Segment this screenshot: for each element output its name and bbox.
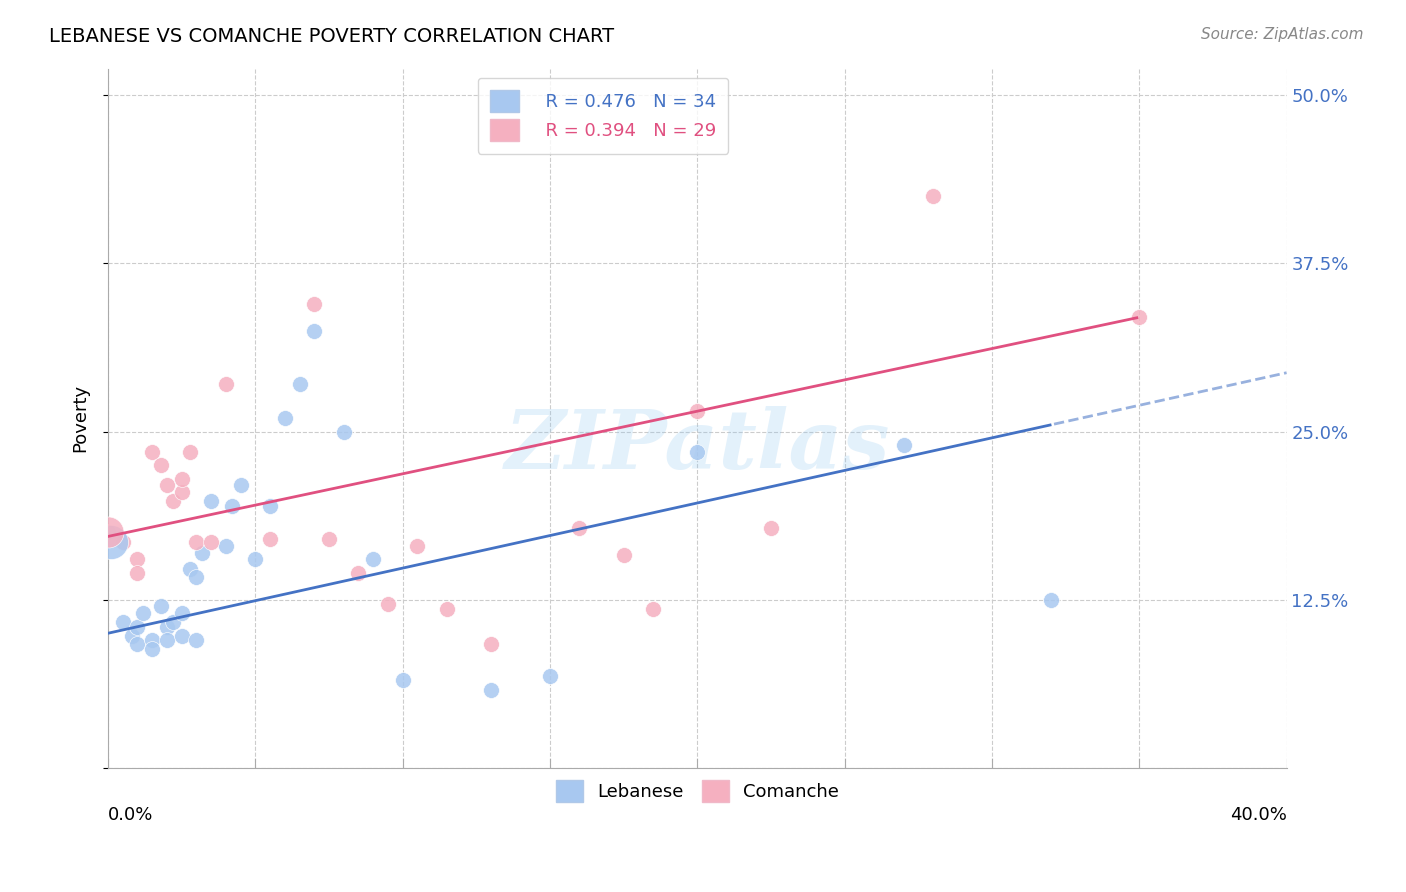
Point xyxy=(170,485,193,500)
Point xyxy=(141,632,163,647)
Point xyxy=(391,673,413,688)
Point xyxy=(274,411,297,425)
Text: ZIPatlas: ZIPatlas xyxy=(505,406,890,486)
Point xyxy=(127,637,149,651)
Point xyxy=(186,570,208,584)
Point xyxy=(538,669,561,683)
Point xyxy=(162,494,184,508)
Point xyxy=(1039,592,1062,607)
Point xyxy=(127,619,149,633)
Point xyxy=(215,539,238,553)
Point xyxy=(347,566,370,580)
Point xyxy=(150,599,173,614)
Legend: Lebanese, Comanche: Lebanese, Comanche xyxy=(547,771,848,811)
Point xyxy=(1128,310,1150,325)
Point xyxy=(127,552,149,566)
Point xyxy=(179,562,201,576)
Point xyxy=(186,632,208,647)
Point xyxy=(127,566,149,580)
Point xyxy=(568,521,591,535)
Text: 0.0%: 0.0% xyxy=(108,806,153,824)
Point xyxy=(259,532,281,546)
Point xyxy=(162,615,184,630)
Point xyxy=(686,404,709,418)
Text: LEBANESE VS COMANCHE POVERTY CORRELATION CHART: LEBANESE VS COMANCHE POVERTY CORRELATION… xyxy=(49,27,614,45)
Point xyxy=(170,472,193,486)
Point xyxy=(259,499,281,513)
Y-axis label: Poverty: Poverty xyxy=(72,384,89,452)
Point xyxy=(245,552,267,566)
Point xyxy=(318,532,340,546)
Point xyxy=(200,494,222,508)
Point xyxy=(141,444,163,458)
Point xyxy=(186,534,208,549)
Point xyxy=(100,534,122,549)
Point xyxy=(922,189,945,203)
Point xyxy=(179,444,201,458)
Point xyxy=(613,548,636,562)
Point xyxy=(377,597,399,611)
Point xyxy=(191,545,214,559)
Point xyxy=(759,521,782,535)
Point xyxy=(893,438,915,452)
Point xyxy=(288,377,311,392)
Point xyxy=(229,478,252,492)
Point xyxy=(150,458,173,472)
Text: 40.0%: 40.0% xyxy=(1230,806,1286,824)
Point xyxy=(406,539,429,553)
Point xyxy=(304,297,326,311)
Point xyxy=(156,478,179,492)
Point xyxy=(361,552,384,566)
Point xyxy=(686,444,709,458)
Point xyxy=(111,534,134,549)
Point xyxy=(215,377,238,392)
Point xyxy=(304,324,326,338)
Point xyxy=(479,637,502,651)
Point xyxy=(141,642,163,657)
Point xyxy=(643,602,665,616)
Point xyxy=(132,606,155,620)
Point xyxy=(156,632,179,647)
Point xyxy=(479,682,502,697)
Point xyxy=(200,534,222,549)
Text: Source: ZipAtlas.com: Source: ZipAtlas.com xyxy=(1201,27,1364,42)
Point xyxy=(97,525,120,540)
Point xyxy=(97,525,120,540)
Point xyxy=(221,499,243,513)
Point xyxy=(170,629,193,643)
Point xyxy=(121,629,143,643)
Point xyxy=(156,619,179,633)
Point xyxy=(111,615,134,630)
Point xyxy=(436,602,458,616)
Point xyxy=(332,425,354,439)
Point xyxy=(170,606,193,620)
